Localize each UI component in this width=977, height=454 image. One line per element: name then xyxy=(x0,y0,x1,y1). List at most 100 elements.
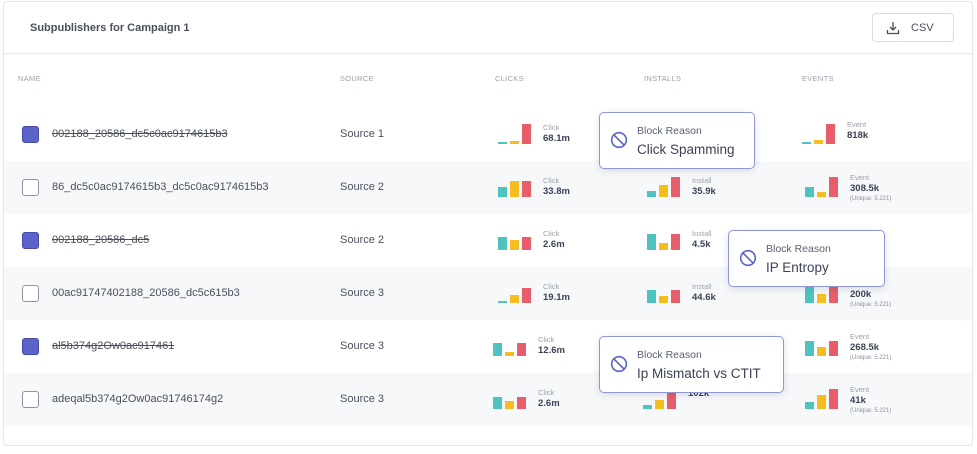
mini-bar xyxy=(659,243,668,250)
mini-bar-chart xyxy=(647,177,681,197)
row-checkbox[interactable] xyxy=(22,285,39,302)
column-header-source[interactable]: SOURCE xyxy=(340,74,374,83)
metric-label: Click xyxy=(543,123,560,132)
mini-bar-chart xyxy=(647,230,681,250)
metric-value: 308.5k xyxy=(850,183,880,194)
row-checkbox[interactable] xyxy=(22,179,39,196)
metric-value: 4.5k xyxy=(692,239,711,250)
metric-value: 44.6k xyxy=(692,292,716,303)
mini-bar xyxy=(522,181,531,197)
metric-value: 2.6m xyxy=(543,239,565,250)
row-checkbox[interactable] xyxy=(22,232,39,249)
installs-metric: Install 44.6k xyxy=(692,282,716,304)
metric-label: Click xyxy=(543,229,560,238)
tooltip-reason: Ip Mismatch vs CTIT xyxy=(637,366,761,381)
mini-bar-chart xyxy=(805,283,839,303)
mini-bar xyxy=(829,389,838,409)
metric-label: Event xyxy=(850,173,870,182)
table-row[interactable]: 002188_20586_dc5 Source 2 Click 2.6m Install… xyxy=(4,214,972,267)
source-label: Source 3 xyxy=(340,393,385,405)
mini-bar-chart xyxy=(647,283,681,303)
csv-download-button[interactable]: CSV xyxy=(872,13,954,42)
tooltip-title: Block Reason xyxy=(766,243,831,255)
metric-unique: (Unique: 5.221) xyxy=(850,355,892,361)
column-header-name[interactable]: NAME xyxy=(18,74,41,83)
row-checkbox[interactable] xyxy=(22,391,39,408)
mini-bar xyxy=(493,343,502,356)
subpublisher-name: 002188_20586_dc5 xyxy=(52,234,150,246)
metric-value: 2.6m xyxy=(538,398,560,409)
row-checkbox[interactable] xyxy=(22,338,39,355)
column-header-clicks[interactable]: CLICKS xyxy=(495,74,524,83)
subpublisher-name: adeqal5b374g2Ow0ac91746174g2 xyxy=(52,393,224,405)
metric-value: 12.6m xyxy=(538,345,565,356)
subpublishers-card: Subpublishers for Campaign 1 CSV NAME SO… xyxy=(3,1,973,446)
table-row[interactable]: 86_dc5c0ac9174615b3_dc5c0ac9174615b3 Sour… xyxy=(4,161,972,214)
metric-label: Click xyxy=(543,282,560,291)
mini-bar xyxy=(505,401,514,409)
metric-unique: (Unique: 5.221) xyxy=(850,196,892,202)
mini-bar xyxy=(510,181,519,197)
mini-bar xyxy=(498,142,507,144)
metric-value: 33.8m xyxy=(543,186,570,197)
mini-bar xyxy=(814,140,823,144)
mini-bar xyxy=(493,397,502,409)
metric-value: 268.5k xyxy=(850,342,880,353)
events-metric: Event 268.5k (Unique: 5.221) xyxy=(850,332,891,362)
clicks-metric: Click 19.1m xyxy=(543,282,570,304)
mini-bar-chart xyxy=(805,177,839,197)
clicks-metric: Click 2.6m xyxy=(543,229,565,251)
mini-bar-chart xyxy=(493,336,527,356)
installs-metric: 102k xyxy=(688,388,709,400)
metric-value: 41k xyxy=(850,395,866,406)
mini-bar-chart xyxy=(498,177,532,197)
mini-bar-chart xyxy=(805,389,839,409)
mini-bar xyxy=(647,191,656,197)
row-checkbox[interactable] xyxy=(22,126,39,143)
subpublisher-name: al5b374g2Ow0ac917461 xyxy=(52,340,175,352)
table-row[interactable]: al5b374g2Ow0ac917461 Source 3 Click 12.6m Ev… xyxy=(4,320,972,373)
subpublisher-name: 86_dc5c0ac9174615b3_dc5c0ac9174615b3 xyxy=(52,181,269,193)
download-icon xyxy=(886,22,900,35)
source-label: Source 1 xyxy=(340,128,385,140)
metric-value: 200k xyxy=(850,289,872,300)
mini-bar xyxy=(643,405,652,409)
mini-bar xyxy=(659,296,668,303)
metric-label: Click xyxy=(543,176,560,185)
tooltip-title: Block Reason xyxy=(637,125,702,137)
column-header-events[interactable]: EVENTS xyxy=(802,74,834,83)
clicks-metric: Click 2.6m xyxy=(538,388,560,410)
mini-bar xyxy=(817,395,826,409)
mini-bar xyxy=(805,341,814,356)
table-row[interactable]: adeqal5b374g2Ow0ac91746174g2 Source 3 Clic… xyxy=(4,373,972,426)
events-metric: Event 308.5k (Unique: 5.221) xyxy=(850,173,891,203)
mini-bar-chart xyxy=(498,124,532,144)
mini-bar xyxy=(805,287,814,303)
mini-bar xyxy=(522,124,531,144)
mini-bar xyxy=(522,237,531,250)
mini-bar xyxy=(522,288,531,303)
mini-bar xyxy=(829,177,838,197)
metric-label: Event xyxy=(850,385,870,394)
tooltip-reason: Click Spamming xyxy=(637,142,735,157)
subpublisher-name: 00ac91747402188_20586_dc5c615b3 xyxy=(52,287,240,299)
metric-value: 102k xyxy=(688,388,710,399)
column-header-installs[interactable]: INSTALLS xyxy=(644,74,682,83)
metric-label: Click xyxy=(538,388,555,397)
mini-bar xyxy=(498,237,507,250)
clicks-metric: Click 33.8m xyxy=(543,176,570,198)
mini-bar xyxy=(829,286,838,303)
mini-bar xyxy=(671,177,680,197)
mini-bar-chart xyxy=(802,124,836,144)
mini-bar-chart xyxy=(498,283,532,303)
clicks-metric: Click 12.6m xyxy=(538,335,565,357)
metric-label: Install xyxy=(692,282,712,291)
events-metric: Event 41k (Unique: 5.221) xyxy=(850,385,891,415)
mini-bar xyxy=(671,234,680,250)
block-reason-tooltip: Block Reason IP Entropy xyxy=(728,230,885,287)
mini-bar xyxy=(659,185,668,197)
mini-bar xyxy=(505,352,514,356)
ban-icon xyxy=(610,131,628,149)
metric-unique: (Unique: 5.221) xyxy=(850,302,892,308)
table-row[interactable]: 002188_20586_dc5c0ac9174615b3 Source 1 Cli… xyxy=(4,108,972,161)
